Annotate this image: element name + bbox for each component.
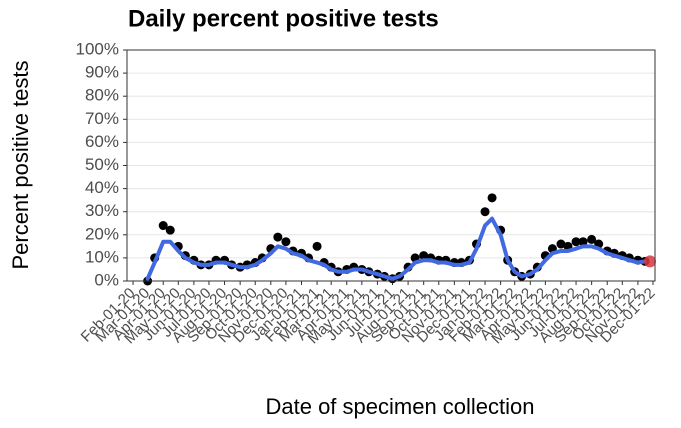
- y-tick-label: 50%: [85, 155, 119, 174]
- plot-border: [126, 49, 656, 282]
- y-tick-label: 10%: [85, 247, 119, 266]
- data-point: [587, 234, 597, 244]
- data-point: [419, 251, 429, 261]
- y-tick-label: 70%: [85, 109, 119, 128]
- latest-point: [643, 255, 656, 268]
- data-point: [273, 232, 283, 242]
- y-tick-label: 90%: [85, 63, 119, 82]
- trend-line: [145, 216, 647, 281]
- data-point: [312, 241, 322, 251]
- x-axis-label: Date of specimen collection: [265, 394, 534, 419]
- data-point: [480, 207, 490, 217]
- data-point: [158, 221, 168, 231]
- y-axis-label: Percent positive tests: [8, 60, 33, 269]
- data-point: [556, 239, 566, 249]
- y-tick-label: 30%: [85, 201, 119, 220]
- y-tick-label: 60%: [85, 132, 119, 151]
- data-point: [165, 225, 175, 235]
- y-tick-label: 0%: [94, 270, 119, 289]
- data-point: [571, 237, 581, 247]
- data-point: [281, 237, 291, 247]
- y-tick-label: 80%: [85, 86, 119, 105]
- data-point: [578, 237, 588, 247]
- data-point: [487, 193, 497, 203]
- chart-title: Daily percent positive tests: [128, 5, 439, 32]
- y-tick-label: 100%: [76, 39, 119, 58]
- y-tick-label: 40%: [85, 178, 119, 197]
- y-tick-label: 20%: [85, 224, 119, 243]
